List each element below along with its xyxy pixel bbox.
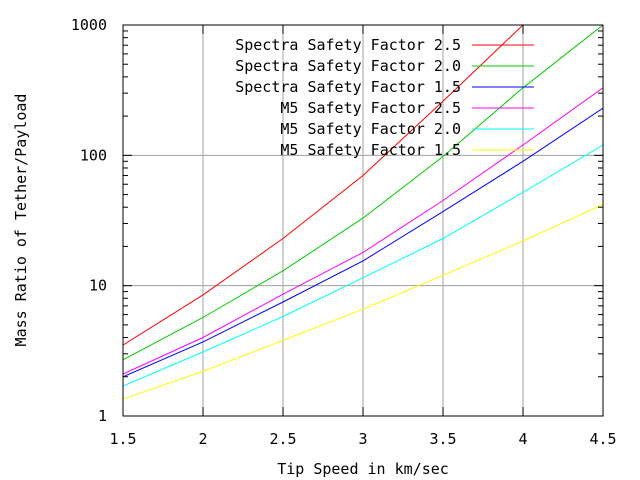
legend-label: Spectra Safety Factor 2.5 — [235, 36, 461, 54]
series-line-3 — [123, 107, 603, 378]
x-tick-label: 2 — [198, 430, 207, 448]
legend-label: Spectra Safety Factor 1.5 — [235, 78, 461, 96]
y-axis-label: Mass Ratio of Tether/Payload — [12, 94, 30, 347]
x-tick-label: 2.5 — [269, 430, 296, 448]
axis-ticks: 1.5 2 2.5 3 3.5 4 4.5 1 10 100 1000 — [71, 16, 617, 448]
series-line-6 — [123, 203, 603, 400]
legend-label: Spectra Safety Factor 2.0 — [235, 57, 461, 75]
series-line-4 — [123, 87, 603, 375]
x-tick-label: 4.5 — [589, 430, 616, 448]
series-line-1 — [123, 25, 524, 346]
x-tick-label: 1.5 — [109, 430, 136, 448]
x-axis-label: Tip Speed in km/sec — [277, 460, 449, 478]
legend-label: M5 Safety Factor 1.5 — [280, 141, 461, 159]
legend-label: M5 Safety Factor 2.0 — [280, 120, 461, 138]
series-line-2 — [123, 25, 603, 361]
y-tick-label: 1 — [98, 407, 107, 425]
series-line-5 — [123, 144, 603, 387]
y-tick-label: 100 — [80, 146, 107, 164]
series-lines — [123, 25, 603, 400]
grid-lines — [123, 25, 603, 416]
legend: Spectra Safety Factor 2.5 Spectra Safety … — [235, 36, 534, 159]
x-tick-label: 3 — [358, 430, 367, 448]
legend-label: M5 Safety Factor 2.5 — [280, 99, 461, 117]
x-tick-label: 4 — [518, 430, 527, 448]
y-tick-label: 1000 — [71, 16, 107, 34]
x-tick-label: 3.5 — [429, 430, 456, 448]
y-tick-label: 10 — [89, 277, 107, 295]
